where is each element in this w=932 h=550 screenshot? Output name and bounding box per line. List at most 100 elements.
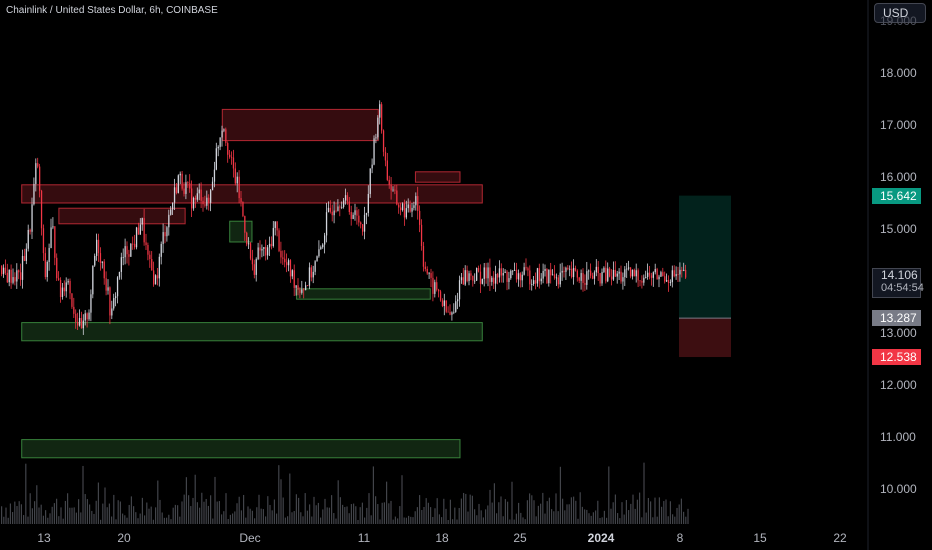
volume-bar [478, 503, 480, 524]
candle-body [510, 270, 512, 279]
demand-zone-4 [21, 322, 483, 342]
candle-body [643, 277, 645, 283]
volume-bar [599, 518, 601, 524]
price-tick: 15.000 [880, 222, 917, 236]
candle-body [177, 175, 179, 193]
candle-body [20, 272, 22, 280]
volume-bar [430, 507, 432, 524]
volume-bar [40, 504, 42, 524]
volume-bar [570, 497, 572, 524]
candle-body [439, 291, 442, 301]
volume-bar [196, 502, 198, 524]
volume-bar [632, 494, 634, 524]
candle-body [219, 137, 221, 147]
candle-body [103, 261, 105, 279]
candle-body [2, 267, 5, 275]
candle-body [166, 227, 168, 237]
candle-body [71, 293, 73, 307]
candle-body [200, 189, 202, 201]
candle-body [164, 232, 166, 237]
volume-bar [584, 509, 586, 524]
candle-body [407, 204, 409, 209]
candle-body [481, 278, 483, 284]
candle-body [523, 267, 525, 275]
candle-body [107, 287, 109, 291]
candle-body [308, 267, 311, 286]
volume-bar [687, 508, 689, 524]
volume-bar [328, 507, 330, 524]
candle-body [156, 275, 159, 279]
currency-button[interactable]: USD [874, 3, 926, 23]
candle-body [487, 267, 489, 279]
candle-body [346, 195, 349, 202]
candle-body [350, 212, 352, 219]
symbol-title[interactable]: Chainlink / United States Dollar, 6h, CO… [6, 5, 218, 16]
volume-bar [511, 481, 513, 524]
volume-bar [64, 500, 66, 524]
volume-bar [320, 517, 322, 524]
volume-bar [645, 512, 647, 524]
volume-bar [236, 503, 238, 524]
candle-body [210, 190, 212, 203]
candle-body [609, 268, 611, 277]
volume-bar [669, 501, 671, 524]
candle-body [316, 256, 318, 262]
volume-bar [610, 508, 612, 524]
candle-body [187, 182, 189, 184]
volume-bar [482, 517, 484, 524]
candle-body [620, 271, 622, 282]
candle-body [392, 189, 394, 191]
volume-bar [394, 516, 396, 524]
volume-bar [520, 512, 522, 524]
volume-bar [91, 510, 93, 524]
candle-body [181, 173, 183, 189]
volume-bar [498, 502, 500, 524]
volume-bar [276, 513, 278, 524]
candle-body [358, 215, 360, 223]
candle-body [588, 270, 590, 272]
current-price-label: 14.106 04:54:54 [872, 268, 924, 298]
candle-body [561, 270, 563, 273]
candle-body [360, 222, 362, 225]
candle-body [367, 193, 369, 214]
candle-body [194, 197, 197, 200]
candle-body [21, 255, 24, 280]
candle-body [504, 271, 506, 274]
candle-body [198, 189, 200, 194]
volume-bar [513, 519, 515, 524]
candle-body [211, 181, 214, 191]
volume-bar [412, 517, 414, 524]
profit-zone [679, 195, 731, 319]
candle-body [52, 226, 54, 228]
volume-bar [194, 474, 196, 524]
candle-body [63, 287, 65, 292]
volume-bar [654, 497, 656, 524]
candle-body [196, 193, 198, 200]
candle-body [574, 268, 577, 271]
candle-body [553, 274, 556, 278]
volume-bar [377, 504, 379, 524]
volume-bar [346, 506, 348, 524]
candle-body [137, 227, 140, 235]
candle-body [578, 277, 580, 281]
volume-bar [155, 507, 157, 524]
volume-bar [108, 503, 110, 524]
candle-body [601, 272, 603, 284]
candle-body [183, 188, 185, 194]
candle-body [263, 247, 265, 249]
candle-body [12, 277, 14, 283]
volume-bar [625, 500, 627, 524]
volume-bar [161, 512, 163, 524]
candle-body [120, 257, 122, 272]
volume-bar [205, 498, 207, 524]
volume-bar [62, 518, 64, 524]
volume-bar [27, 516, 29, 524]
candle-body [122, 257, 124, 259]
price-tick: 17.000 [880, 118, 917, 132]
candle-body [291, 270, 293, 277]
volume-bar [665, 499, 667, 524]
volume-bar [95, 500, 97, 524]
volume-bar [544, 513, 546, 524]
candle-body [500, 268, 502, 276]
